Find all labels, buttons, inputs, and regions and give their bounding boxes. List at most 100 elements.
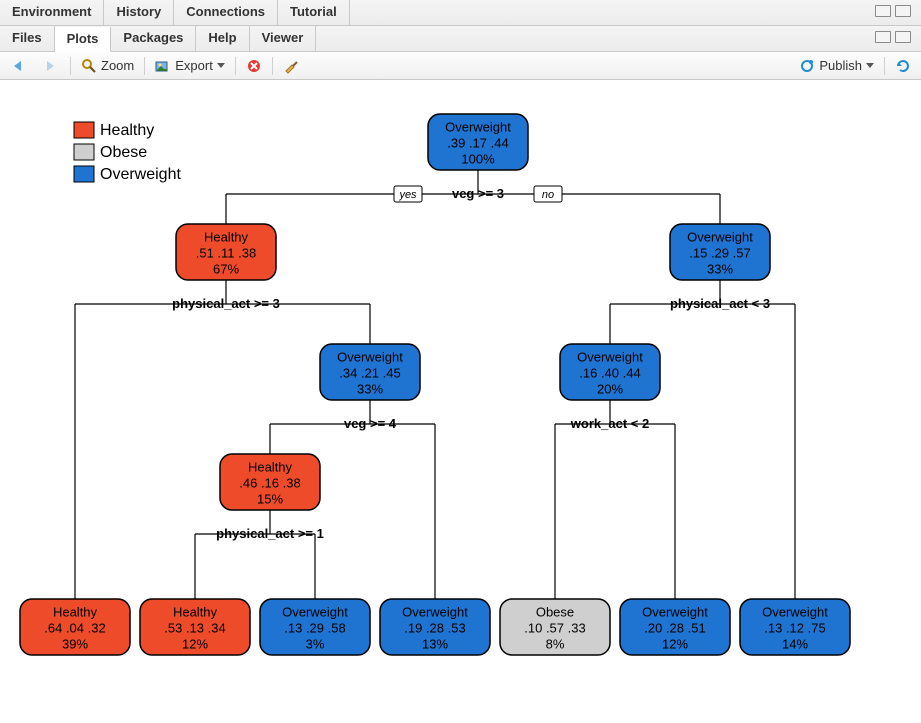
svg-text:no: no xyxy=(542,189,554,201)
svg-text:15%: 15% xyxy=(257,491,283,506)
dropdown-caret-icon xyxy=(217,63,225,68)
minimize-pane-icon[interactable] xyxy=(875,5,891,17)
tab-viewer[interactable]: Viewer xyxy=(250,26,317,51)
svg-text:Obese: Obese xyxy=(100,144,147,161)
svg-text:Overweight: Overweight xyxy=(100,166,181,183)
svg-text:14%: 14% xyxy=(782,636,808,651)
publish-icon xyxy=(799,58,815,74)
tree-node: Obese.10 .57 .338% xyxy=(500,599,610,655)
zoom-label: Zoom xyxy=(101,58,134,73)
tree-node: Overweight.34 .21 .4533% xyxy=(320,344,420,400)
svg-text:Overweight: Overweight xyxy=(577,349,643,364)
split-label: physical_act >= 3 xyxy=(172,296,280,311)
svg-text:12%: 12% xyxy=(182,636,208,651)
svg-text:.13 .29 .58: .13 .29 .58 xyxy=(284,620,345,635)
svg-text:.46 .16 .38: .46 .16 .38 xyxy=(239,475,300,490)
zoom-button[interactable]: Zoom xyxy=(77,56,138,76)
nav-back-button[interactable] xyxy=(6,57,32,75)
svg-text:.51 .11 .38: .51 .11 .38 xyxy=(196,245,256,260)
tab-environment[interactable]: Environment xyxy=(0,0,104,25)
tree-node: Healthy.46 .16 .3815% xyxy=(220,454,320,510)
svg-text:Overweight: Overweight xyxy=(402,604,468,619)
plot-canvas: veg >= 3 yes no physical_act >= 3 physical_a… xyxy=(0,82,921,723)
tab-help[interactable]: Help xyxy=(196,26,249,51)
tab-connections[interactable]: Connections xyxy=(174,0,278,25)
export-icon xyxy=(155,58,171,74)
nav-forward-button[interactable] xyxy=(38,57,64,75)
tree-node: Healthy.53 .13 .3412% xyxy=(140,599,250,655)
svg-text:Overweight: Overweight xyxy=(762,604,828,619)
plots-toolbar: Zoom Export Publish xyxy=(0,52,921,80)
split-label: veg >= 4 xyxy=(344,416,397,431)
decision-tree-svg: veg >= 3 yes no physical_act >= 3 physical_a… xyxy=(0,82,921,723)
svg-text:.39 .17 .44: .39 .17 .44 xyxy=(447,135,508,150)
arrow-left-icon xyxy=(10,59,28,73)
svg-text:Healthy: Healthy xyxy=(248,459,293,474)
svg-text:yes: yes xyxy=(398,189,417,201)
svg-text:Healthy: Healthy xyxy=(53,604,98,619)
svg-text:Overweight: Overweight xyxy=(445,119,511,134)
tree-node: Overweight.16 .40 .4420% xyxy=(560,344,660,400)
tree-node: Overweight.39 .17 .44100% xyxy=(428,114,528,170)
arrow-right-icon xyxy=(42,59,60,73)
tree-node: Overweight.20 .28 .5112% xyxy=(620,599,730,655)
tree-node: Overweight.15 .29 .5733% xyxy=(670,224,770,280)
svg-text:.16 .40 .44: .16 .40 .44 xyxy=(579,365,640,380)
svg-text:Obese: Obese xyxy=(536,604,574,619)
tab-plots[interactable]: Plots xyxy=(55,27,112,52)
broom-icon xyxy=(283,58,299,74)
svg-text:.13 .12 .75: .13 .12 .75 xyxy=(764,620,825,635)
minimize-pane-icon-2[interactable] xyxy=(875,31,891,43)
legend: Healthy Obese Overweight xyxy=(74,122,181,183)
maximize-pane-icon[interactable] xyxy=(895,5,911,17)
publish-label: Publish xyxy=(819,58,862,73)
svg-text:8%: 8% xyxy=(546,636,565,651)
svg-text:33%: 33% xyxy=(357,381,383,396)
maximize-pane-icon-2[interactable] xyxy=(895,31,911,43)
svg-text:Healthy: Healthy xyxy=(100,122,154,139)
svg-text:.64 .04 .32: .64 .04 .32 xyxy=(44,620,105,635)
svg-text:Healthy: Healthy xyxy=(204,229,249,244)
tab-history[interactable]: History xyxy=(104,0,174,25)
svg-text:.34 .21 .45: .34 .21 .45 xyxy=(339,365,400,380)
publish-button[interactable]: Publish xyxy=(795,56,878,76)
tree-node: Overweight.19 .28 .5313% xyxy=(380,599,490,655)
clear-all-button[interactable] xyxy=(279,56,303,76)
remove-plot-button[interactable] xyxy=(242,56,266,76)
svg-text:Overweight: Overweight xyxy=(687,229,753,244)
svg-text:.15 .29 .57: .15 .29 .57 xyxy=(689,245,750,260)
svg-text:39%: 39% xyxy=(62,636,88,651)
export-button[interactable]: Export xyxy=(151,56,229,76)
refresh-button[interactable] xyxy=(891,56,915,76)
split-label: veg >= 3 xyxy=(452,186,504,201)
pane-tabs-top: EnvironmentHistoryConnectionsTutorial xyxy=(0,0,921,26)
svg-text:Overweight: Overweight xyxy=(337,349,403,364)
refresh-icon xyxy=(895,58,911,74)
svg-text:3%: 3% xyxy=(306,636,325,651)
tab-files[interactable]: Files xyxy=(0,26,55,51)
export-label: Export xyxy=(175,58,213,73)
tree-node: Overweight.13 .29 .583% xyxy=(260,599,370,655)
svg-text:.19 .28 .53: .19 .28 .53 xyxy=(404,620,465,635)
window-controls xyxy=(875,5,917,17)
svg-text:100%: 100% xyxy=(461,151,495,166)
dropdown-caret-icon-2 xyxy=(866,63,874,68)
svg-text:Overweight: Overweight xyxy=(642,604,708,619)
svg-text:Overweight: Overweight xyxy=(282,604,348,619)
split-label: work_act < 2 xyxy=(570,416,649,431)
tab-tutorial[interactable]: Tutorial xyxy=(278,0,350,25)
tree-node: Healthy.64 .04 .3239% xyxy=(20,599,130,655)
split-label: physical_act >= 1 xyxy=(216,526,324,541)
remove-icon xyxy=(246,58,262,74)
svg-text:.53 .13 .34: .53 .13 .34 xyxy=(164,620,225,635)
tree-node: Healthy.51 .11 .3867% xyxy=(176,224,276,280)
svg-text:33%: 33% xyxy=(707,261,733,276)
tab-packages[interactable]: Packages xyxy=(111,26,196,51)
pane-tabs-bottom: FilesPlotsPackagesHelpViewer xyxy=(0,26,921,52)
tree-node: Overweight.13 .12 .7514% xyxy=(740,599,850,655)
zoom-icon xyxy=(81,58,97,74)
svg-text:Healthy: Healthy xyxy=(173,604,218,619)
split-label: physical_act < 3 xyxy=(670,296,770,311)
svg-text:12%: 12% xyxy=(662,636,688,651)
svg-text:13%: 13% xyxy=(422,636,448,651)
